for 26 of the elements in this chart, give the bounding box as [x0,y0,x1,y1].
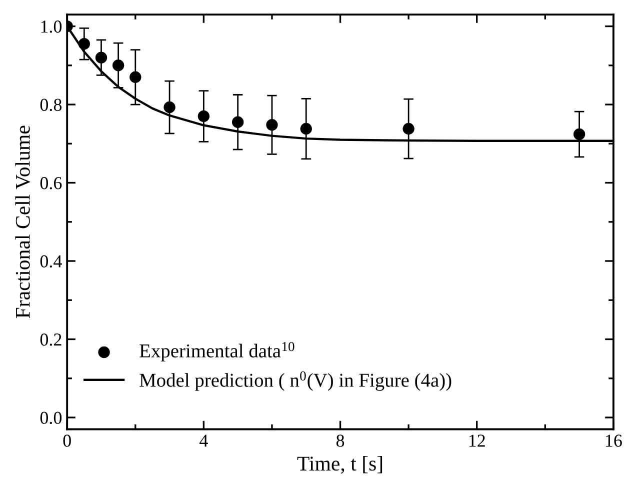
point [232,116,244,128]
y-axis-title: Fractional Cell Volume [15,126,30,318]
point [78,38,90,50]
y-tick-label: 0.4 [40,255,62,268]
point [130,71,142,83]
legend-label: Experimental data$^{10}$ [140,342,294,362]
y-tick-label: 1.0 [41,20,62,33]
point [402,122,414,135]
x-tick-label: 16 [606,434,622,447]
point [300,122,312,135]
legend-label: Model prediction ( n$^{0}$(V) in Figure (4a)) [140,371,452,391]
y-tick-label: 0.0 [40,412,62,424]
y-tick-label: 0.2 [40,334,62,346]
point [573,128,586,140]
x-tick-label: 0 [63,434,71,447]
y-tick-label: 0.8 [40,98,62,112]
x-tick-label: 8 [336,434,344,447]
point [112,60,124,72]
x-tick-label: 4 [200,434,208,447]
y-tick-label: 0.6 [40,177,62,190]
point [266,119,278,131]
x-axis-title: Time, t [s] [297,456,382,474]
point [198,110,210,122]
point [164,101,176,114]
point [95,52,108,64]
x-tick-label: 12 [469,434,485,447]
